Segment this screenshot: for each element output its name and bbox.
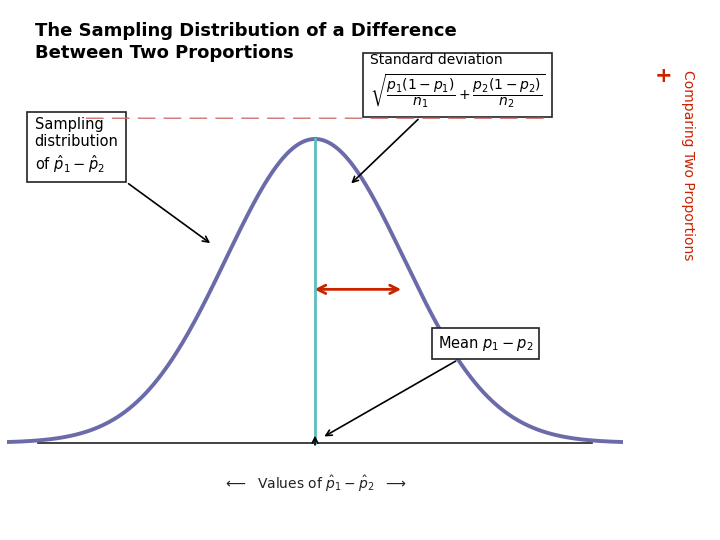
Text: — — — — — — — — — — — — — — — — — —: — — — — — — — — — — — — — — — — — —	[85, 109, 545, 129]
Text: Standard deviation
$\sqrt{\dfrac{p_1(1-p_1)}{n_1}+\dfrac{p_2(1-p_2)}{n_2}}$: Standard deviation $\sqrt{\dfrac{p_1(1-p…	[353, 53, 545, 182]
Text: The Sampling Distribution of a Difference: The Sampling Distribution of a Differenc…	[35, 22, 456, 39]
Text: $\mathrm{Mean}\ p_1-p_2$: $\mathrm{Mean}\ p_1-p_2$	[326, 334, 534, 436]
Text: $\longleftarrow$  Values of $\hat{p}_1-\hat{p}_2$  $\longrightarrow$: $\longleftarrow$ Values of $\hat{p}_1-\h…	[223, 474, 407, 495]
Text: Sampling
distribution
of $\hat{p}_1-\hat{p}_2$: Sampling distribution of $\hat{p}_1-\hat…	[35, 117, 209, 242]
Text: Comparing Two Proportions: Comparing Two Proportions	[680, 70, 695, 261]
Text: Between Two Proportions: Between Two Proportions	[35, 44, 293, 62]
Text: +: +	[654, 66, 672, 86]
